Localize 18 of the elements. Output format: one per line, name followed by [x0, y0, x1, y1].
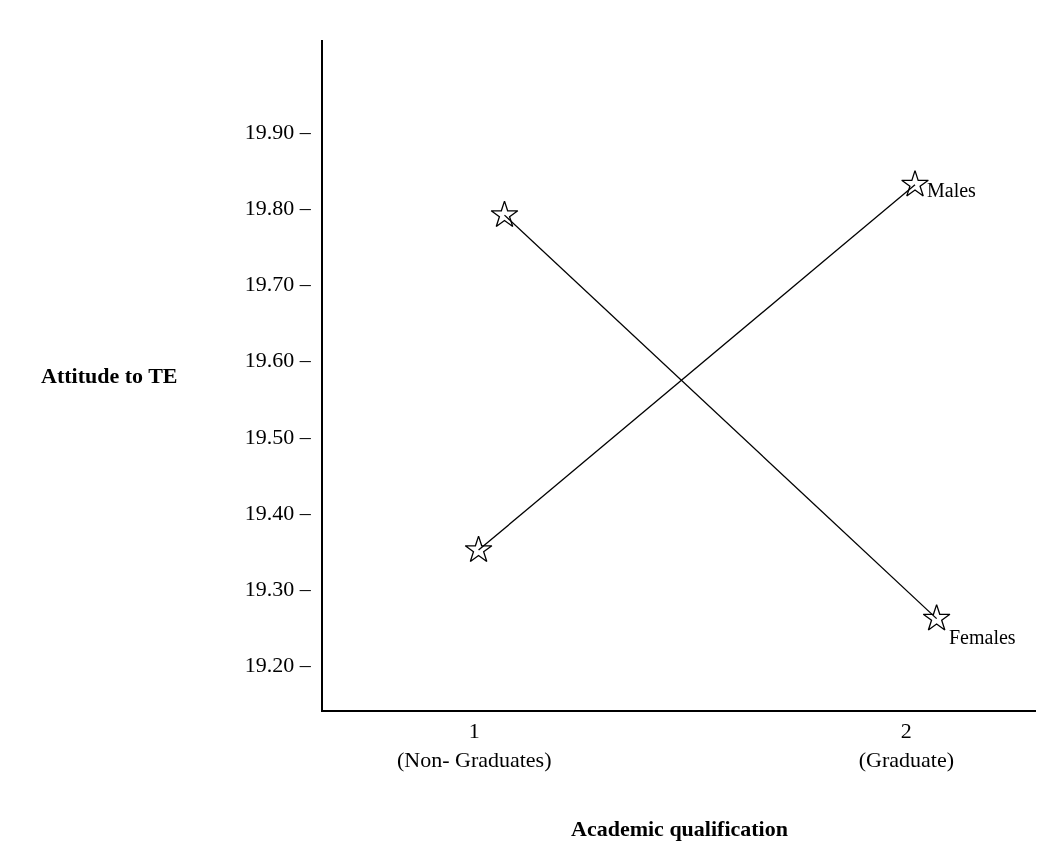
point — [922, 603, 951, 631]
y-tick-label: 19.30 – — [244, 575, 312, 601]
y-tick-label: 19.50 – — [244, 423, 312, 449]
series-label: Males — [927, 179, 977, 201]
y-tick-label: 19.80 – — [244, 195, 312, 221]
y-tick-label: 19.20 – — [244, 652, 312, 678]
point — [464, 535, 493, 563]
point — [901, 170, 929, 197]
x-tick-label: 1 (Non- Graduates) — [396, 718, 552, 772]
y-tick-label: 19.70 – — [244, 271, 312, 297]
x-axis-title: Academic qualification — [571, 816, 788, 842]
x-tick-label: 2 (Graduate) — [858, 718, 954, 772]
y-tick-label: 19.60 – — [244, 347, 312, 373]
point — [490, 200, 519, 228]
y-axis-title: Attitude to TE — [41, 363, 178, 388]
y-tick-label: 19.90 – — [244, 119, 312, 145]
y-tick-label: 19.40 – — [244, 499, 312, 525]
series-label: Females — [949, 626, 1016, 648]
